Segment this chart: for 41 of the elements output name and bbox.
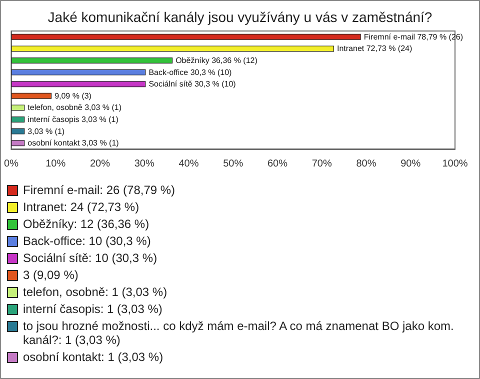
text: Firemní e-mail: 26 (78,79 %) bbox=[23, 183, 176, 197]
x-tick-label: 10% bbox=[46, 158, 66, 170]
x-tick-label: 80% bbox=[356, 158, 376, 170]
text: Oběžníky: 12 (36,36 %) bbox=[23, 217, 150, 231]
x-tick-label: 20% bbox=[90, 158, 110, 170]
data-label: 9,09 % (3) bbox=[54, 91, 92, 100]
bar bbox=[11, 140, 25, 146]
text: Back-office: 10 (30,3 %) bbox=[23, 234, 151, 248]
x-tick-label: 90% bbox=[400, 158, 421, 170]
x-tick-label: 70% bbox=[312, 158, 332, 170]
category-label: Oběžníky 36,36 % (12) bbox=[176, 56, 258, 65]
bar bbox=[11, 128, 25, 134]
text: Sociální sítě: 10 (30,3 %) bbox=[23, 251, 158, 265]
category-label: Back-office 30,3 % (10) bbox=[148, 68, 232, 77]
category-label: interní časopis 3,03 % (1) bbox=[28, 115, 118, 124]
x-tick-label: 60% bbox=[267, 158, 288, 170]
category-label: Intranet 72,73 % (24) bbox=[336, 44, 412, 54]
x-tick-label: 0% bbox=[4, 158, 19, 170]
bar bbox=[11, 58, 173, 64]
bar bbox=[11, 116, 25, 122]
text: telefon, osobně: 1 (3,03 %) bbox=[23, 285, 168, 299]
bar bbox=[11, 104, 25, 111]
text: to jsou hrozné možnosti... co když mám e-mail? A co má znamenat BO jako kom. kanál?: 1 (3,03 %) bbox=[23, 319, 455, 347]
bar bbox=[11, 34, 361, 40]
bar bbox=[11, 69, 146, 76]
chart-title: Jaké komunikační kanály jsou využívány u vás v zaměstnání? bbox=[48, 9, 432, 25]
bar bbox=[11, 46, 334, 52]
category-label: Sociální sítě 30,3 % (10) bbox=[148, 80, 236, 89]
text: osobní kontakt: 1 (3,03 %) bbox=[23, 350, 164, 364]
data-label: 3,03 % (1) bbox=[28, 126, 65, 136]
bar bbox=[11, 81, 146, 88]
text: interní časopis: 1 (3,03 %) bbox=[23, 302, 162, 316]
text: 3 (9,09 %) bbox=[23, 268, 78, 282]
x-tick-label: 40% bbox=[178, 158, 199, 170]
category-label: osobní kontakt 3,03 % (1) bbox=[28, 138, 119, 148]
x-tick-label: 30% bbox=[134, 158, 154, 170]
text: Intranet: 24 (72,73 %) bbox=[23, 200, 140, 214]
x-tick-label: 50% bbox=[223, 158, 244, 170]
x-tick-label: 100% bbox=[442, 158, 468, 170]
category-label: telefon, osobně 3,03 % (1) bbox=[28, 103, 122, 112]
bar bbox=[11, 92, 52, 99]
